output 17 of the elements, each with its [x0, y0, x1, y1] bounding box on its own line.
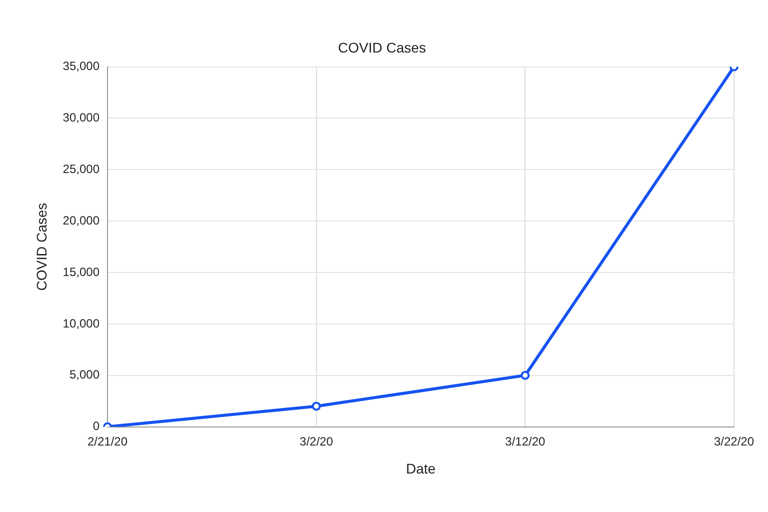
y-tick-label: 10,000 [62, 316, 100, 330]
y-axis-title: COVID Cases [33, 202, 50, 291]
x-tick-label: 2/21/20 [87, 434, 128, 448]
y-tick-label: 5,000 [69, 368, 100, 382]
x-tick-label: 3/12/20 [505, 434, 546, 448]
y-tick-label: 15,000 [62, 264, 100, 279]
y-tick-label: 35,000 [62, 59, 100, 74]
x-axis-title: Date [406, 460, 436, 476]
y-tick-label: 0 [92, 419, 100, 434]
point [520, 370, 530, 380]
point [312, 402, 321, 411]
y-tick-label: 25,000 [62, 162, 100, 176]
y-tick-label: 20,000 [62, 213, 100, 228]
y-tick-label: 30,000 [62, 110, 100, 125]
x-tick-label: 3/2/20 [300, 434, 334, 448]
x-tick-label: 3/22/20 [714, 434, 754, 448]
chart-title: COVID Cases [338, 39, 426, 56]
